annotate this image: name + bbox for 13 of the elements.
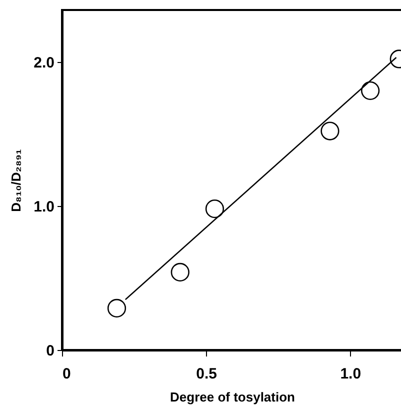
x-tick-label: 0.5 [196,366,217,382]
y-tick-label: 2.0 [34,54,54,72]
point [205,200,224,218]
point [107,298,126,318]
y-tick-label: 0 [46,342,54,360]
x-tick-label: 0 [62,366,71,382]
y-axis-title: D₈₁₀/D₂₈₉₁ [8,149,24,212]
y-tick-label: 1.0 [34,198,54,216]
x-tick-label: 1.0 [340,366,362,382]
point [170,262,190,282]
x-axis-title: Degree of tosylation [170,390,296,404]
point [360,81,380,100]
point [320,122,340,140]
